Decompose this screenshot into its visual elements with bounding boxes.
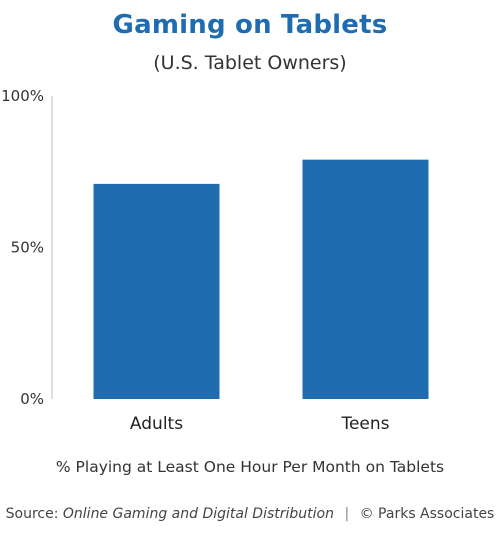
source-prefix: Source: bbox=[5, 506, 59, 522]
x-axis-label: % Playing at Least One Hour Per Month on… bbox=[55, 458, 445, 476]
chart-title: Gaming on Tablets bbox=[112, 10, 388, 40]
y-tick-label: 50% bbox=[11, 239, 44, 257]
source-separator: | bbox=[344, 506, 350, 522]
source-line: Source: Online Gaming and Digital Distri… bbox=[0, 506, 500, 522]
source-title: Online Gaming and Digital Distribution bbox=[62, 506, 334, 522]
y-tick-label: 0% bbox=[20, 390, 44, 408]
bar-teens bbox=[302, 159, 429, 399]
chart-subtitle: (U.S. Tablet Owners) bbox=[153, 52, 347, 74]
x-tick-label: Adults bbox=[130, 414, 183, 434]
y-tick-label: 100% bbox=[1, 87, 44, 105]
x-tick-label: Teens bbox=[340, 414, 389, 434]
bar-adults bbox=[93, 183, 220, 399]
source-copyright: © Parks Associates bbox=[359, 506, 495, 522]
